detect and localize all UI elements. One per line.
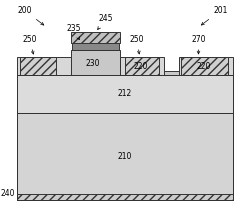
Text: 200: 200 [17, 6, 44, 25]
Bar [17, 58, 71, 75]
Bar [17, 75, 233, 113]
Text: 235: 235 [66, 24, 81, 40]
Bar [179, 58, 233, 75]
Text: 212: 212 [118, 89, 132, 98]
Bar [71, 50, 120, 75]
Text: 230: 230 [86, 59, 101, 68]
Bar [17, 194, 233, 200]
Text: 250: 250 [130, 35, 144, 54]
Text: 245: 245 [98, 14, 113, 30]
Text: 220: 220 [196, 62, 210, 71]
Text: 210: 210 [118, 152, 132, 161]
Bar [125, 58, 159, 75]
Text: 270: 270 [191, 35, 206, 54]
Text: 240: 240 [0, 189, 15, 198]
Bar [17, 113, 233, 200]
Bar [20, 58, 57, 75]
Bar [120, 58, 164, 75]
Bar [17, 71, 233, 75]
Text: 201: 201 [201, 6, 228, 25]
Bar [17, 113, 233, 200]
Bar [72, 43, 119, 50]
Bar [17, 75, 233, 113]
Text: 250: 250 [22, 35, 37, 54]
Text: 220: 220 [134, 62, 148, 71]
Bar [71, 32, 120, 43]
Bar [181, 58, 228, 75]
